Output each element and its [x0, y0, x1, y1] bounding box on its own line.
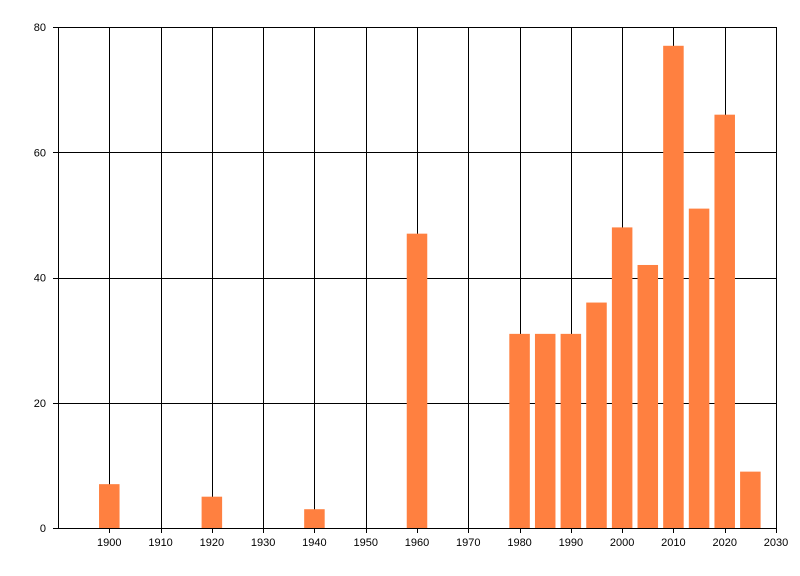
bar-1995 [586, 302, 607, 528]
bar-1920 [201, 496, 223, 528]
bar-2000 [611, 227, 633, 528]
x-tick-label-1930: 1930 [251, 537, 275, 549]
y-tick-label-0: 0 [40, 523, 46, 535]
bar-1960 [406, 233, 428, 528]
x-tick-label-1910: 1910 [148, 537, 172, 549]
x-tick-label-1900: 1900 [97, 537, 121, 549]
x-tick-label-2010: 2010 [661, 537, 685, 549]
y-tick-label-20: 20 [34, 398, 46, 410]
x-tick-label-2000: 2000 [610, 537, 634, 549]
bar-1940 [304, 509, 325, 528]
x-tick-label-1960: 1960 [405, 537, 429, 549]
bar-1900 [99, 484, 120, 528]
x-tick-label-1980: 1980 [507, 537, 531, 549]
x-tick-label-1940: 1940 [302, 537, 326, 549]
bar-2010 [663, 45, 684, 528]
x-tick-label-2020: 2020 [712, 537, 736, 549]
bar-2025 [740, 471, 761, 528]
x-tick-label-2030: 2030 [764, 537, 788, 549]
x-tick-label-1920: 1920 [200, 537, 224, 549]
x-tick-label-1970: 1970 [456, 537, 480, 549]
axes [53, 27, 777, 533]
bar-1990 [560, 333, 582, 528]
y-tick-label-40: 40 [34, 273, 46, 285]
x-tick-label-1950: 1950 [353, 537, 377, 549]
y-tick-label-80: 80 [34, 22, 46, 34]
tick-labels: 1900 1910 1920 1930 1940 1950 1960 1970 1980 1990… [34, 22, 788, 549]
bar-2020 [714, 114, 735, 529]
x-tick-label-1990: 1990 [559, 537, 583, 549]
bar-1985 [534, 333, 556, 528]
bar-1980 [509, 333, 530, 528]
bar-2015 [688, 208, 710, 529]
y-tick-label-60: 60 [34, 147, 46, 159]
bar-2005 [637, 264, 659, 528]
bar-series [99, 45, 761, 529]
